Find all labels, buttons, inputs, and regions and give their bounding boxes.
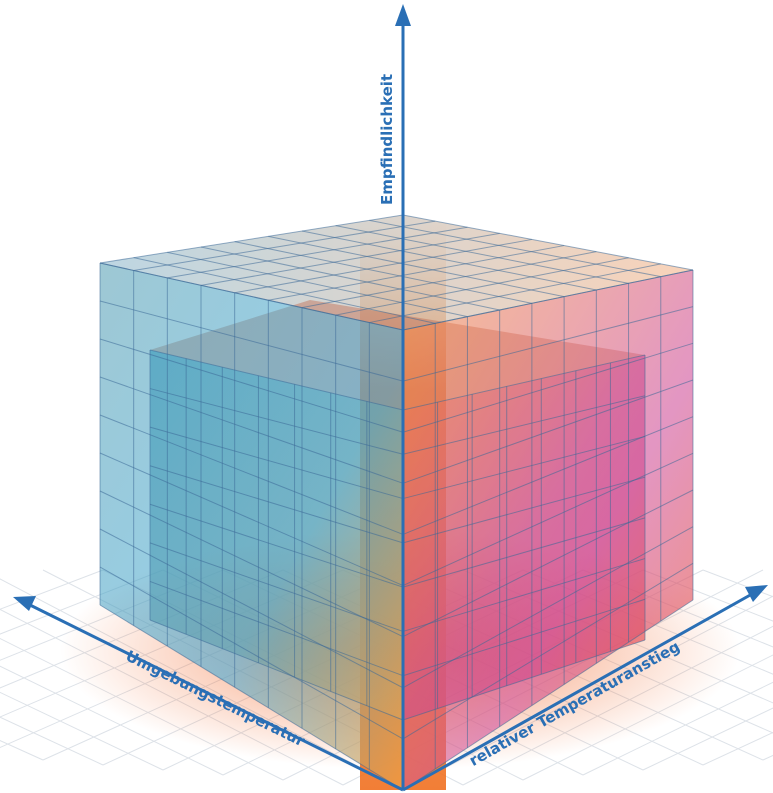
grid-line (301, 251, 597, 309)
arrow-head (395, 4, 411, 26)
grid-line (268, 245, 565, 301)
grid-line (133, 220, 436, 271)
grid-line (167, 226, 468, 279)
grid-line (200, 246, 500, 311)
grid-line (99, 214, 404, 264)
arrow-head (745, 585, 768, 602)
left-axis (29, 603, 404, 792)
grid-line (149, 426, 404, 500)
grid-line (149, 542, 404, 632)
grid-line (402, 269, 694, 331)
grid-line (167, 251, 468, 318)
grid-line (99, 604, 404, 791)
grid-line (369, 219, 661, 278)
floor-line (642, 707, 773, 771)
grid-line (402, 354, 646, 411)
floor-line (0, 665, 224, 776)
grid-line (402, 558, 646, 632)
right-face (403, 270, 693, 790)
grid-line (335, 225, 629, 284)
grid-line (402, 435, 646, 500)
grid-line (402, 476, 646, 544)
grid-line (268, 235, 565, 298)
axes (13, 4, 768, 792)
floor-line (0, 569, 164, 635)
grid-line (149, 388, 404, 455)
grid-line (149, 619, 404, 721)
cube-grid (99, 214, 694, 791)
floor-line (0, 716, 104, 766)
arrow-head (13, 596, 36, 611)
grid-line (369, 263, 661, 324)
floor-line (642, 569, 773, 622)
grid-line (149, 465, 404, 544)
vertical-axis-label: Empfindlichkeit (378, 74, 396, 205)
grid-line (200, 232, 500, 286)
grid-line (301, 230, 597, 291)
grid-line (335, 257, 629, 316)
grid-line (402, 395, 646, 455)
grid-line (402, 306, 694, 382)
grid-line (99, 262, 404, 331)
grid-line (234, 241, 532, 304)
grid-line (133, 257, 436, 324)
grid-line (149, 580, 404, 677)
grid-line (402, 517, 646, 588)
floor-line (0, 691, 164, 771)
grid-line (402, 214, 694, 271)
grid-line (234, 238, 532, 294)
top-face (100, 215, 693, 330)
right-axis (402, 592, 753, 792)
floor-line (582, 681, 773, 776)
grid-line (149, 503, 404, 588)
grid-line (99, 300, 404, 382)
grid-line (402, 639, 646, 721)
grid-line (149, 349, 404, 411)
grid-line (402, 598, 646, 677)
